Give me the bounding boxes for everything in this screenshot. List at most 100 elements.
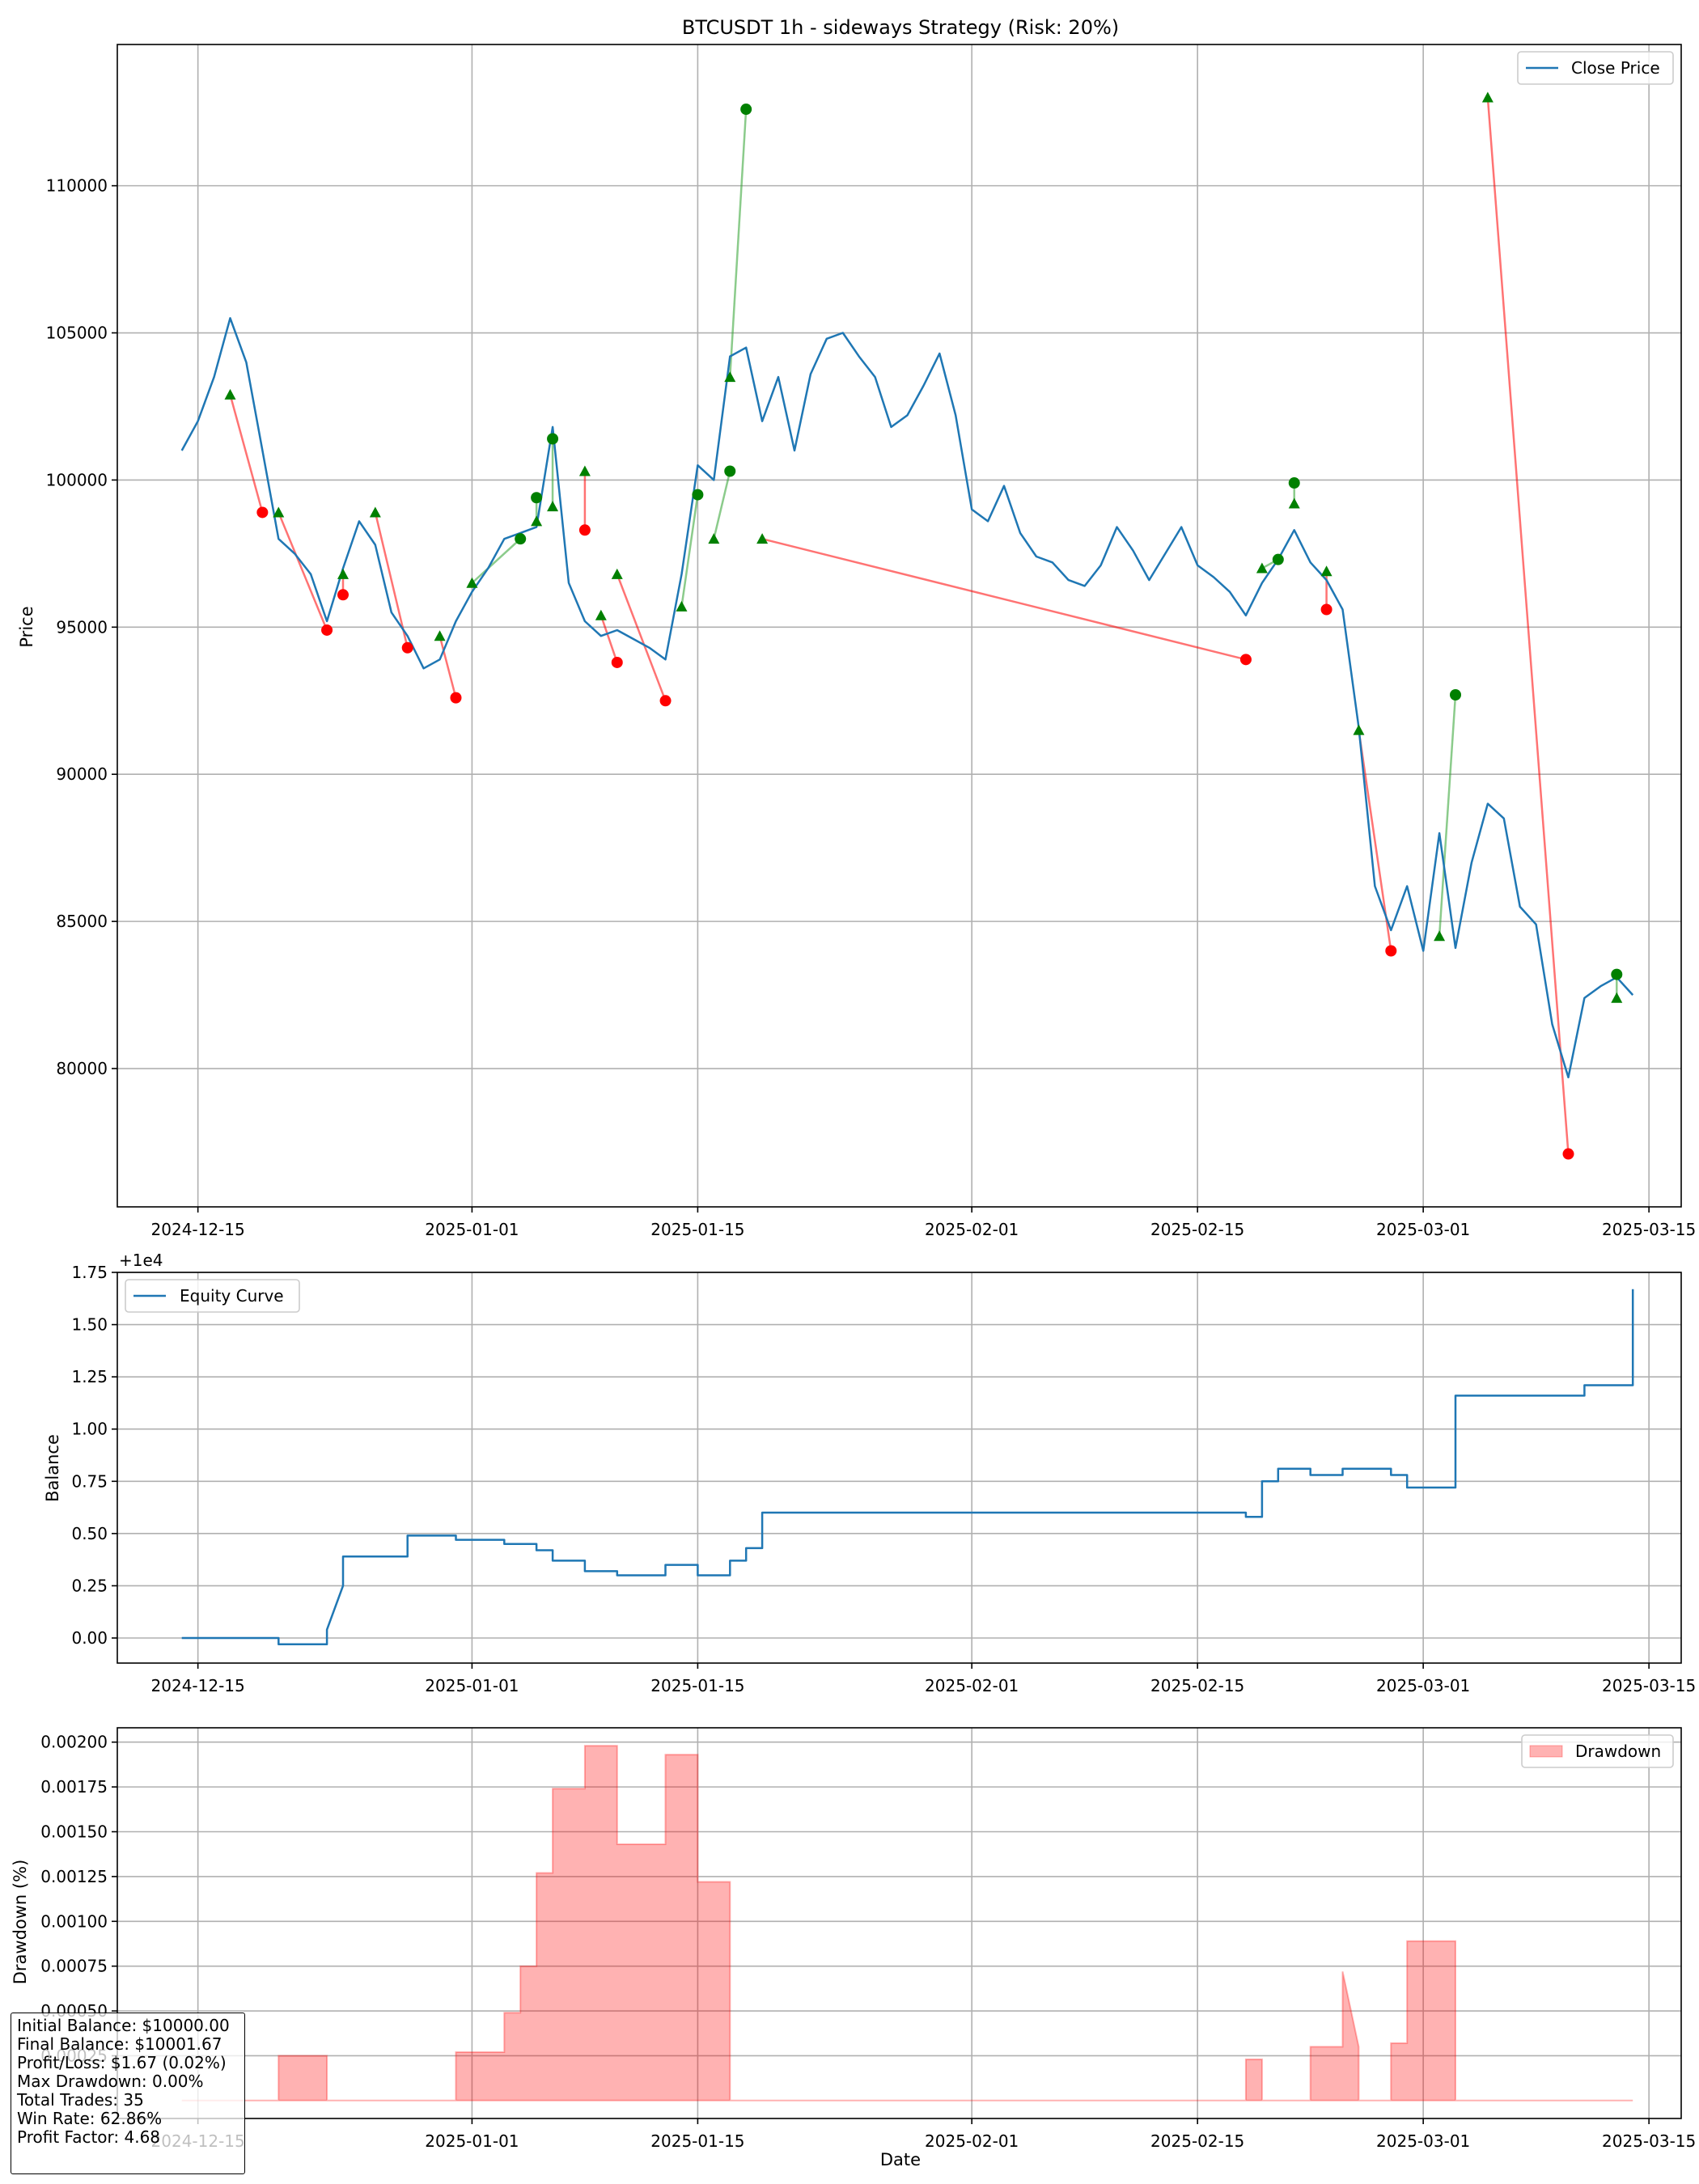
- y-tick-label: 0.00: [71, 1628, 108, 1648]
- trade-exit-marker: [531, 492, 543, 504]
- x-tick-label: 2025-02-15: [1150, 1676, 1244, 1695]
- price-panel: 2024-12-15 2025-01-01 2025-01-15 2025-02-01…: [17, 44, 1696, 1239]
- y-tick-label: 85000: [56, 912, 108, 931]
- trade-entry-marker: [369, 506, 381, 518]
- y-tick-label: 0.00125: [40, 1867, 108, 1886]
- trade-exit-marker: [256, 506, 269, 518]
- price-legend: Close Price: [1517, 51, 1674, 85]
- trade-entry-marker: [224, 388, 236, 400]
- stats-profit-loss: Profit/Loss: $1.67 (0.02%): [17, 2053, 227, 2072]
- trade-exit-marker: [1288, 477, 1300, 489]
- x-tick-label: 2025-02-15: [1150, 2131, 1244, 2151]
- x-tick-label: 2025-01-15: [650, 1220, 744, 1239]
- trade-entry-marker: [1320, 565, 1333, 577]
- trade-entry-marker: [337, 568, 349, 579]
- y-tick-label: 0.00075: [40, 1957, 108, 1976]
- stats-max-drawdown: Max Drawdown: 0.00%: [17, 2072, 204, 2091]
- trade-connector-line: [761, 537, 1247, 661]
- trade-exit-marker: [611, 656, 623, 668]
- x-tick-label: 2025-01-01: [425, 1220, 519, 1239]
- y-tick-label: 0.00200: [40, 1733, 108, 1752]
- y-tick-label: 0.00175: [40, 1777, 108, 1797]
- legend-drawdown-label: Drawdown: [1575, 1742, 1661, 1761]
- trade-connector-line: [729, 108, 748, 378]
- trade-exit-marker: [515, 533, 527, 545]
- close-price-line: [180, 317, 1634, 1079]
- trade-connector-line: [278, 511, 328, 631]
- y-tick-label: 105000: [46, 324, 108, 343]
- legend-equity-label: Equity Curve: [180, 1286, 284, 1306]
- trade-exit-marker: [1562, 1148, 1574, 1160]
- y-tick-label: 100000: [46, 470, 108, 489]
- drawdown-panel: 2024-12-152025-01-012025-01-152025-02-01…: [11, 1727, 1696, 2169]
- trade-entry-marker: [724, 371, 736, 383]
- x-tick-label: 2025-01-15: [650, 2131, 744, 2151]
- trade-exit-marker: [724, 465, 736, 477]
- trade-connector-line: [1486, 97, 1570, 1154]
- trade-exit-marker: [659, 695, 672, 707]
- trade-exit-marker: [1450, 688, 1462, 700]
- trade-entry-marker: [611, 568, 623, 579]
- x-tick-label: 2024-12-15: [151, 1220, 245, 1239]
- trade-entry-marker: [595, 609, 607, 620]
- trade-exit-marker: [321, 624, 333, 636]
- y-tick-label: 95000: [56, 617, 108, 637]
- equity-axes-frame: [117, 1272, 1682, 1664]
- trade-entry-marker: [273, 506, 285, 518]
- trade-exit-marker: [1385, 945, 1397, 957]
- drawdown-axes-frame: [117, 1727, 1682, 2119]
- drawdown-legend: Drawdown: [1521, 1734, 1674, 1768]
- trade-exit-marker: [578, 524, 591, 536]
- trade-exit-marker: [547, 433, 559, 445]
- y-tick-label: 0.00150: [40, 1822, 108, 1842]
- trade-connector-line: [600, 615, 618, 663]
- trade-connector-line: [229, 394, 264, 513]
- trade-entry-marker: [578, 465, 591, 476]
- y-tick-label: 0.50: [71, 1524, 108, 1543]
- stats-final-balance: Final Balance: $10001.67: [17, 2034, 222, 2054]
- trade-exit-marker: [692, 489, 704, 501]
- x-tick-label: 2025-03-15: [1602, 1220, 1696, 1239]
- trade-entry-marker: [1353, 724, 1365, 735]
- trade-connector-line: [471, 538, 522, 584]
- x-tick-label: 2024-12-15: [151, 1676, 245, 1695]
- drawdown-y-label: Drawdown (%): [11, 1860, 30, 1985]
- y-tick-label: 0.00100: [40, 1911, 108, 1931]
- trade-connector-line: [374, 512, 409, 649]
- x-tick-label: 2025-02-01: [925, 2131, 1019, 2151]
- y-tick-label: 1.50: [71, 1315, 108, 1335]
- chart-title: BTCUSDT 1h - sideways Strategy (Risk: 20…: [682, 16, 1119, 39]
- trade-entry-marker: [1256, 562, 1268, 574]
- equity-curve-line: [181, 1289, 1634, 1646]
- trade-entry-marker: [1288, 497, 1300, 509]
- drawdown-x-label: Date: [880, 2150, 921, 2169]
- equity-y-label: Balance: [43, 1434, 62, 1502]
- trade-connector-line: [680, 494, 699, 607]
- trade-exit-marker: [401, 641, 413, 654]
- stats-profit-factor: Profit Factor: 4.68: [17, 2127, 161, 2147]
- trade-entry-marker: [531, 515, 543, 527]
- x-tick-label: 2025-02-01: [925, 1676, 1019, 1695]
- trade-entry-marker: [1434, 930, 1446, 942]
- stats-box: Initial Balance: $10000.00 Final Balance…: [11, 2013, 245, 2174]
- trade-connector-line: [713, 471, 731, 540]
- trade-exit-marker: [1239, 654, 1252, 666]
- trade-entry-marker: [676, 600, 688, 612]
- drawdown-area: [181, 1745, 1633, 2101]
- y-tick-label: 0.25: [71, 1576, 108, 1595]
- trade-exit-marker: [740, 104, 752, 116]
- y-tick-label: 110000: [46, 176, 108, 196]
- trade-entry-marker: [708, 533, 720, 544]
- trade-connector-line: [439, 635, 457, 698]
- trade-connector-line: [1438, 694, 1457, 937]
- y-tick-label: 1.75: [71, 1263, 108, 1282]
- x-tick-label: 2025-03-15: [1602, 1676, 1696, 1695]
- trade-entry-marker: [547, 501, 559, 512]
- trade-exit-marker: [1272, 553, 1284, 565]
- trade-exit-marker: [450, 692, 462, 704]
- trade-exit-marker: [1320, 603, 1333, 616]
- trade-entry-marker: [756, 533, 769, 544]
- y-tick-label: 1.00: [71, 1420, 108, 1439]
- y-tick-label: 0.75: [71, 1471, 108, 1491]
- y-tick-label: 1.25: [71, 1367, 108, 1386]
